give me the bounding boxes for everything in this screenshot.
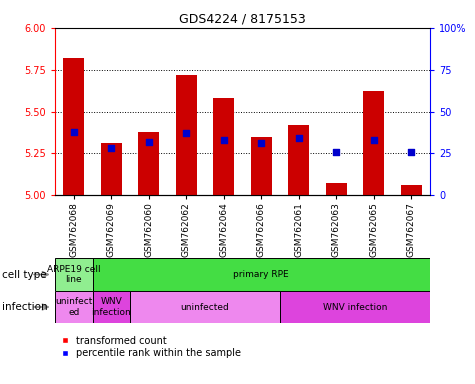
Bar xyxy=(326,183,347,195)
Bar xyxy=(251,137,272,195)
Bar xyxy=(363,91,384,195)
Text: uninfect
ed: uninfect ed xyxy=(55,297,93,317)
Bar xyxy=(64,58,84,195)
Bar xyxy=(138,132,159,195)
Bar xyxy=(288,125,309,195)
Bar xyxy=(280,291,430,323)
Bar xyxy=(93,291,130,323)
Point xyxy=(257,140,265,146)
Point xyxy=(220,137,228,143)
Bar xyxy=(101,143,122,195)
Point xyxy=(332,149,340,155)
Legend: transformed count, percentile rank within the sample: transformed count, percentile rank withi… xyxy=(61,336,241,358)
Text: uninfected: uninfected xyxy=(180,303,229,311)
Point xyxy=(182,130,190,136)
Point xyxy=(145,139,152,145)
Point xyxy=(295,135,303,141)
Bar xyxy=(213,98,234,195)
Text: WNV infection: WNV infection xyxy=(323,303,387,311)
Text: WNV
infection: WNV infection xyxy=(91,297,131,317)
Point xyxy=(107,145,115,151)
Bar xyxy=(130,291,280,323)
Text: cell type: cell type xyxy=(2,270,47,280)
Point xyxy=(70,129,77,135)
Point xyxy=(370,137,378,143)
Text: primary RPE: primary RPE xyxy=(233,270,289,279)
Text: ARPE19 cell
line: ARPE19 cell line xyxy=(47,265,101,284)
Point xyxy=(408,149,415,155)
Title: GDS4224 / 8175153: GDS4224 / 8175153 xyxy=(179,12,306,25)
Bar xyxy=(176,75,197,195)
Bar xyxy=(55,258,93,291)
Bar xyxy=(401,185,422,195)
Bar xyxy=(55,291,93,323)
Text: infection: infection xyxy=(2,302,48,312)
